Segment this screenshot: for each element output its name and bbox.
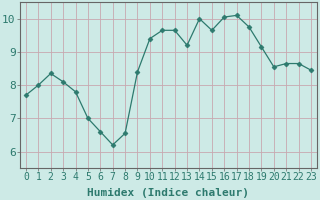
X-axis label: Humidex (Indice chaleur): Humidex (Indice chaleur) <box>87 188 250 198</box>
